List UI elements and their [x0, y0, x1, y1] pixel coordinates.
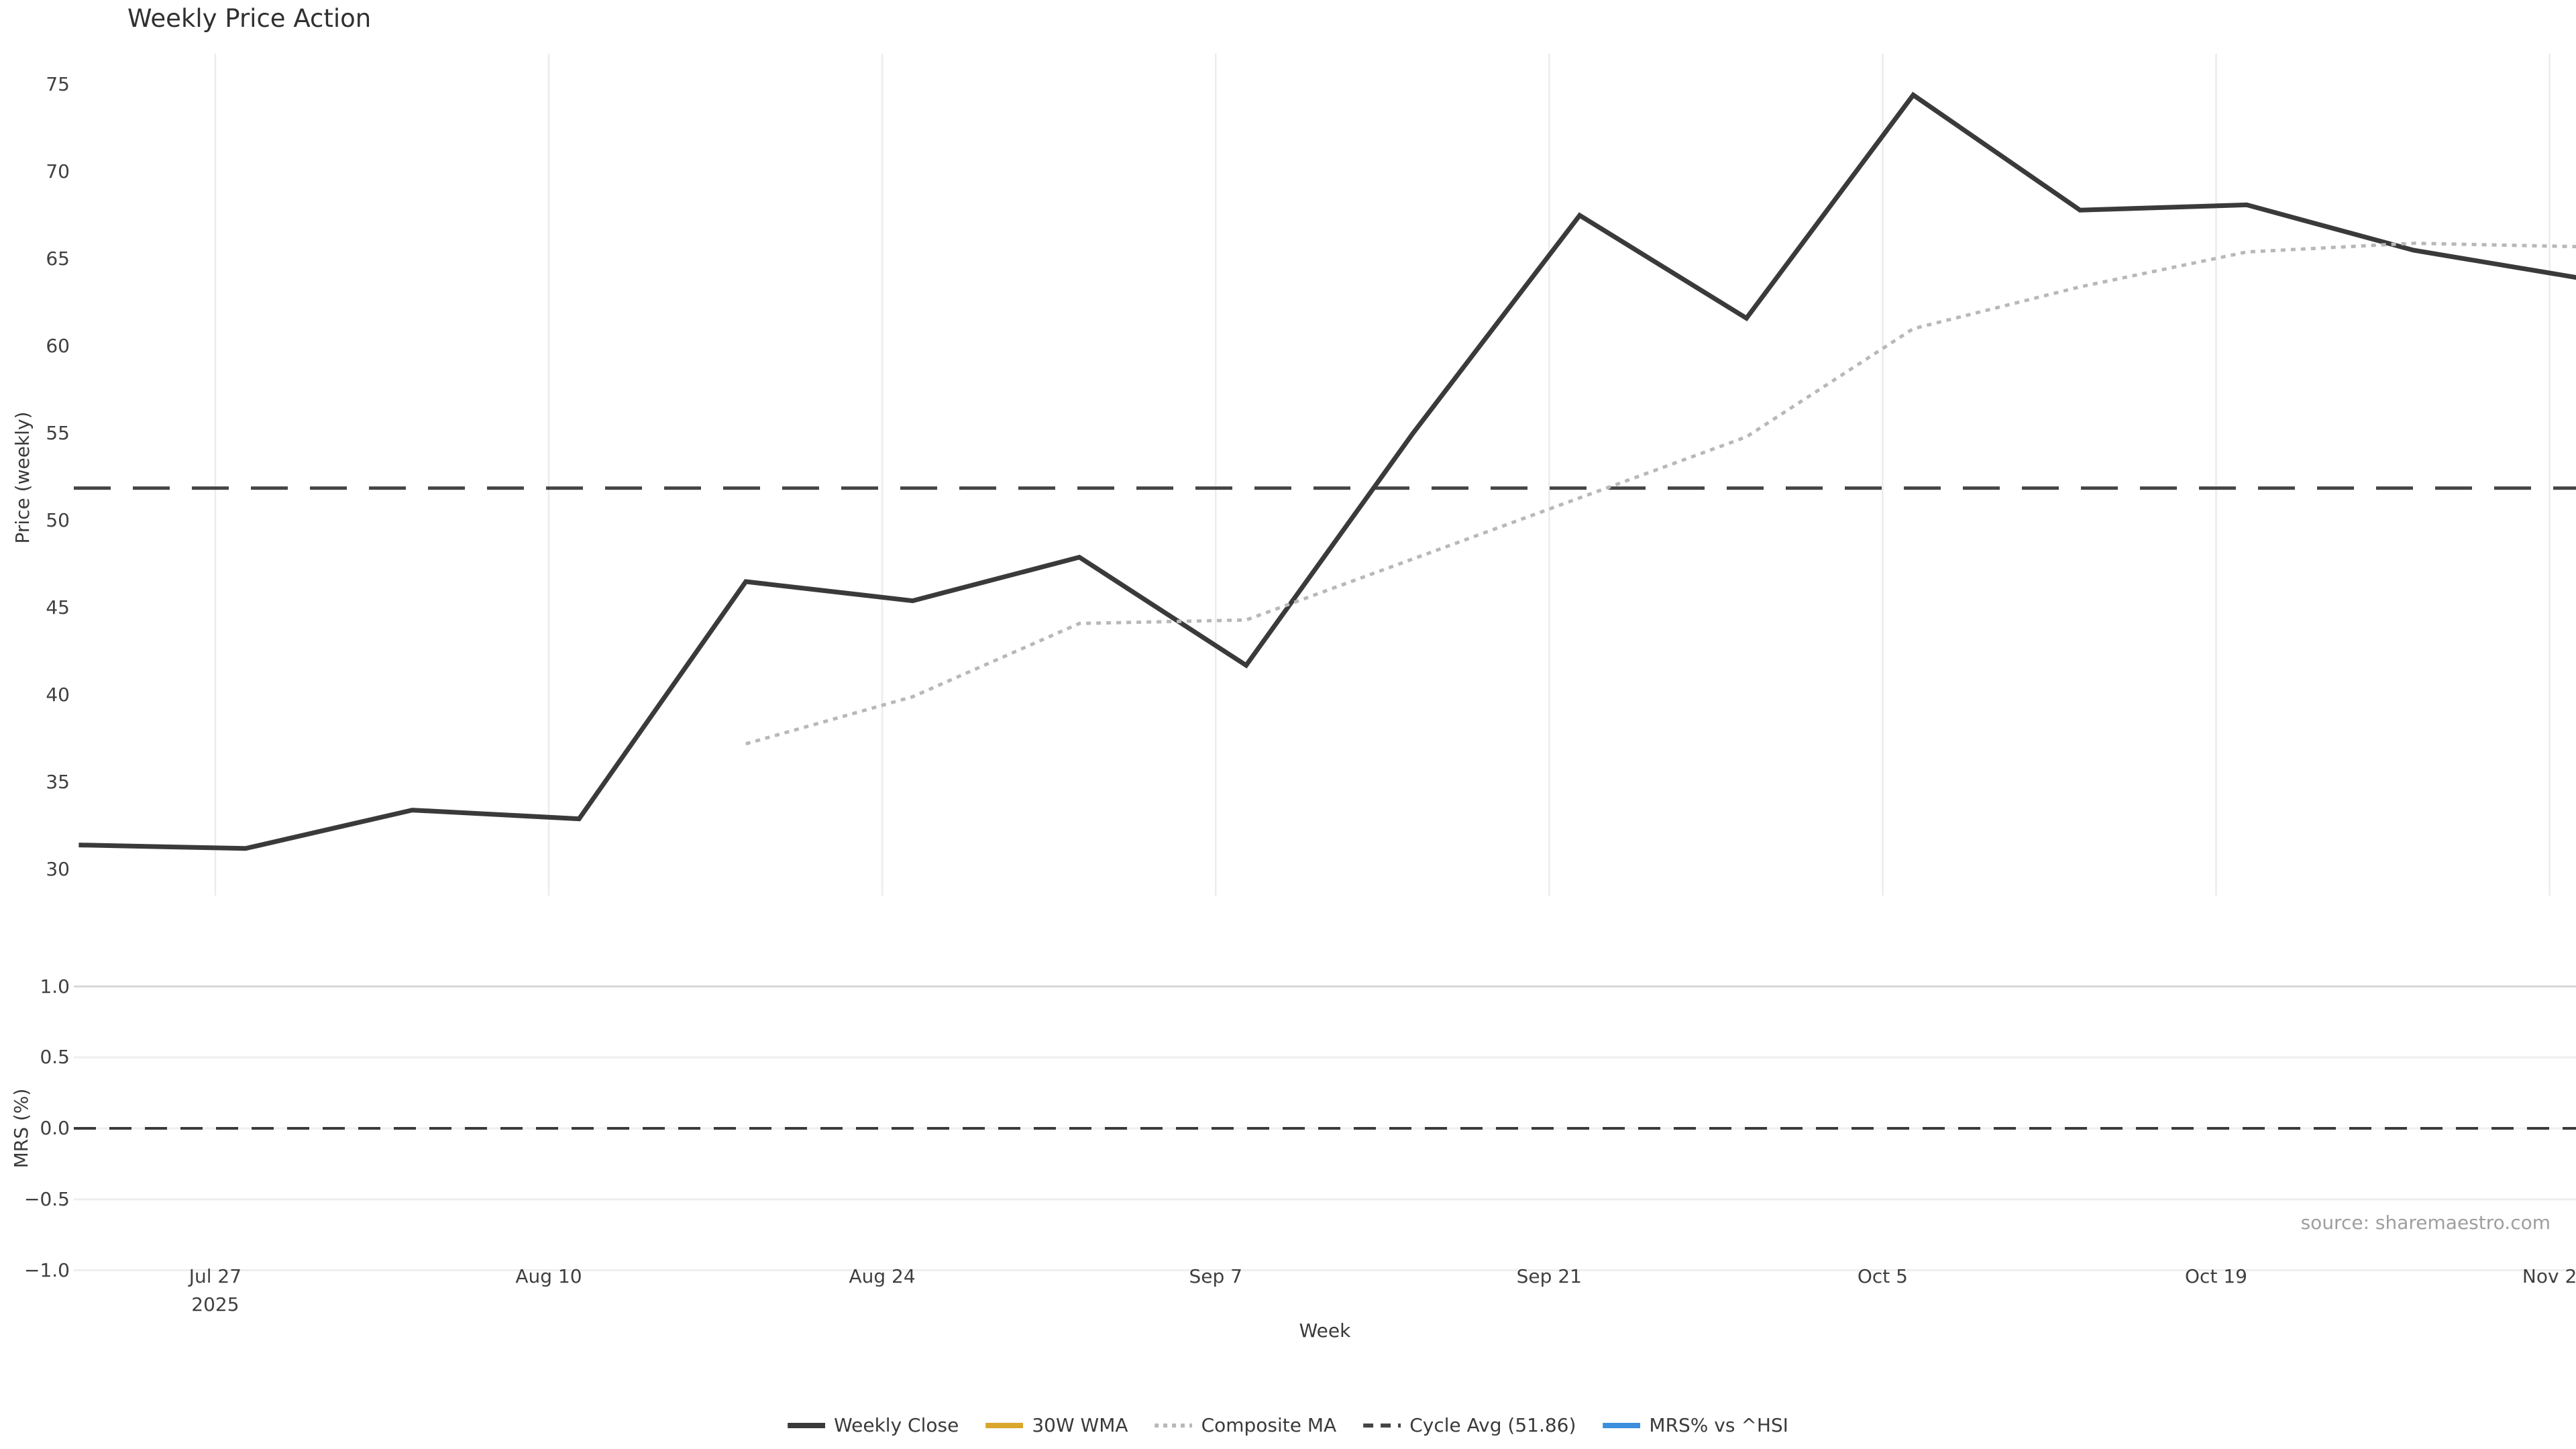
legend-swatch-dotted-line-icon — [1155, 1423, 1193, 1428]
x-tick-date: Aug 10 — [515, 1265, 582, 1287]
x-tick-date: Oct 19 — [2185, 1265, 2247, 1287]
x-axis-label: Week — [1299, 1320, 1351, 1342]
price-y-tick-label: 65 — [46, 248, 70, 270]
legend-label: 30W WMA — [1032, 1414, 1128, 1436]
x-tick-label: Jul 27 2025 — [135, 1263, 296, 1319]
legend-swatch-solid-line-icon — [788, 1422, 826, 1428]
mrs-y-tick-label: −0.5 — [24, 1187, 70, 1210]
x-tick-label: Nov 2 — [2469, 1263, 2576, 1291]
legend-label: Weekly Close — [834, 1414, 959, 1436]
x-tick-label: Sep 21 — [1468, 1263, 1629, 1291]
x-tick-label: Sep 7 — [1135, 1263, 1296, 1291]
legend-swatch-solid-line-icon — [1603, 1422, 1641, 1428]
price-y-tick-label: 60 — [46, 335, 70, 357]
legend-label: Cycle Avg (51.86) — [1409, 1414, 1576, 1436]
x-tick-date: Sep 21 — [1516, 1265, 1582, 1287]
x-tick-label: Aug 24 — [802, 1263, 963, 1291]
x-tick-date: Aug 24 — [849, 1265, 916, 1287]
legend-swatch-solid-line-icon — [985, 1422, 1024, 1428]
legend: Weekly Close 30W WMA Composite MA Cycle Avg… — [788, 1414, 1788, 1436]
price-y-tick-label: 75 — [46, 73, 70, 95]
x-tick-label: Oct 19 — [2136, 1263, 2297, 1291]
x-tick-date: Oct 5 — [1857, 1265, 1908, 1287]
price-y-tick-label: 35 — [46, 771, 70, 793]
price-y-tick-label: 45 — [46, 596, 70, 619]
price-y-tick-label: 55 — [46, 422, 70, 444]
x-tick-label: Oct 5 — [1802, 1263, 1963, 1291]
mrs-y-tick-label: −1.0 — [24, 1258, 70, 1281]
price-y-tick-label: 40 — [46, 684, 70, 706]
legend-item-30w-wma: 30W WMA — [985, 1414, 1128, 1436]
x-tick-date: Jul 27 — [189, 1265, 242, 1287]
price-y-tick-label: 70 — [46, 160, 70, 182]
legend-swatch-dashed-line-icon — [1363, 1423, 1401, 1428]
legend-label: Composite MA — [1201, 1414, 1337, 1436]
price-y-tick-label: 50 — [46, 509, 70, 531]
legend-item-cycle-avg-51-86-: Cycle Avg (51.86) — [1363, 1414, 1576, 1436]
x-tick-date: Sep 7 — [1189, 1265, 1242, 1287]
legend-item-weekly-close: Weekly Close — [788, 1414, 959, 1436]
weekly-close-series — [78, 91, 2576, 851]
mrs-y-tick-label: 1.0 — [40, 975, 70, 998]
chart-title: Weekly Price Action — [127, 4, 372, 33]
legend-label: MRS% vs ^HSI — [1649, 1414, 1788, 1436]
source-credit: source: sharemaestro.com — [2300, 1212, 2551, 1234]
composite-ma-series — [745, 241, 2576, 746]
legend-item-composite-ma: Composite MA — [1155, 1414, 1337, 1436]
price-y-tick-label: 30 — [46, 858, 70, 880]
mrs-y-tick-label: 0.0 — [40, 1117, 70, 1139]
mrs-y-tick-label: 0.5 — [40, 1046, 70, 1069]
x-tick-label: Aug 10 — [468, 1263, 629, 1291]
x-tick-year: 2025 — [191, 1293, 239, 1316]
legend-item-mrs-vs-hsi: MRS% vs ^HSI — [1603, 1414, 1788, 1436]
x-tick-date: Nov 2 — [2522, 1265, 2576, 1287]
